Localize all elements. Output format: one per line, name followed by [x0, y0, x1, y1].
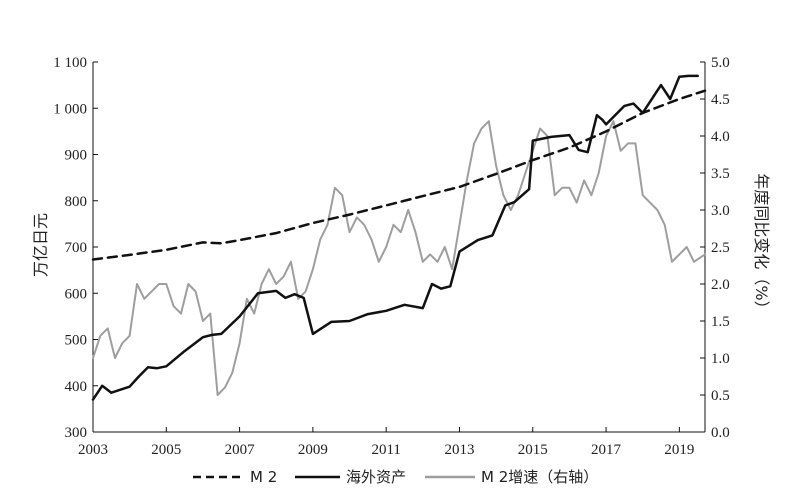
series-group	[91, 74, 707, 401]
left-y-tick-label: 300	[65, 425, 88, 441]
right-y-tick-label: 1.5	[711, 314, 730, 330]
x-tick-label: 2007	[225, 442, 256, 458]
right-axis-title: 年度同比变化（%）	[752, 173, 771, 316]
legend-label-overseas-assets: 海外资产	[346, 468, 406, 486]
right-y-tick-label: 4.0	[711, 129, 730, 145]
left-y-tick-label: 1 100	[53, 55, 87, 71]
x-tick-label: 2003	[78, 442, 108, 458]
right-y-tick-label: 3.0	[711, 203, 730, 219]
right-y-tick-label: 5.0	[711, 55, 730, 71]
x-tick-label: 2015	[518, 442, 548, 458]
legend-label-m2-growth: M 2增速（右轴）	[481, 468, 598, 486]
m2-growth-line	[92, 120, 706, 396]
left-y-tick-label: 400	[65, 379, 88, 395]
right-y-tick-label: 0.5	[711, 388, 730, 404]
tick-group: 2003 2005 2007 2009 2011 2013 2015 2017 2019 300 4…	[53, 55, 730, 458]
right-y-tick-label: 3.5	[711, 166, 730, 182]
legend-item-m2: M 2	[193, 468, 277, 486]
left-y-tick-label: 900	[65, 148, 88, 164]
left-axis-title: 万亿日元	[31, 213, 50, 277]
left-y-tick-label: 1 000	[53, 101, 87, 117]
x-tick-label: 2013	[444, 442, 474, 458]
x-tick-label: 2005	[151, 442, 181, 458]
x-tick-label: 2019	[664, 442, 694, 458]
legend-item-overseas-assets: 海外资产	[295, 468, 406, 486]
left-y-tick-label: 800	[65, 194, 88, 210]
right-y-tick-label: 0.0	[711, 425, 730, 441]
x-tick-label: 2017	[591, 442, 622, 458]
right-y-tick-label: 2.5	[711, 240, 730, 256]
legend: M 2 海外资产 M 2增速（右轴）	[193, 468, 598, 486]
x-tick-label: 2011	[371, 442, 400, 458]
right-y-tick-label: 2.0	[711, 277, 730, 293]
legend-item-m2-growth: M 2增速（右轴）	[425, 468, 598, 486]
left-y-tick-label: 500	[65, 333, 88, 349]
left-y-tick-label: 700	[65, 240, 88, 256]
right-y-tick-label: 4.5	[711, 92, 730, 108]
legend-label-m2: M 2	[250, 468, 277, 486]
left-y-tick-label: 600	[65, 286, 88, 302]
right-y-tick-label: 1.0	[711, 351, 730, 367]
m2-line	[91, 89, 707, 261]
x-tick-label: 2009	[298, 442, 328, 458]
overseas-assets-line	[91, 74, 699, 401]
